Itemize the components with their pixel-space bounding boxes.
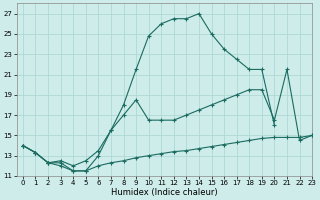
X-axis label: Humidex (Indice chaleur): Humidex (Indice chaleur)	[111, 188, 218, 197]
